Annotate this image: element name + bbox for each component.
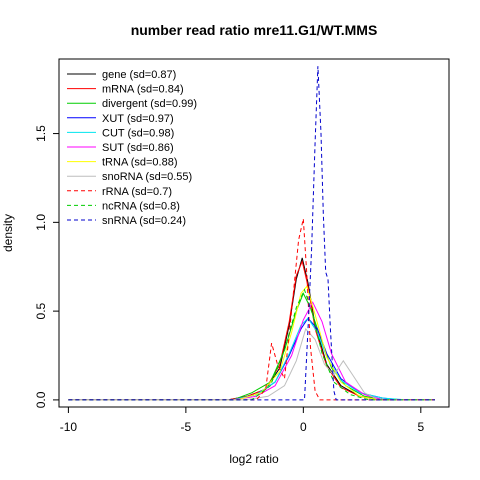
series-line-8 bbox=[68, 218, 435, 401]
y-axis-ticks: 0.0 0.5 1.0 1.5 bbox=[34, 125, 59, 408]
series-line-6 bbox=[68, 285, 435, 401]
series-line-7 bbox=[68, 327, 435, 401]
y-tick-label: 0.5 bbox=[34, 302, 48, 319]
legend-label-10: snRNA (sd=0.24) bbox=[102, 215, 186, 227]
y-axis-label: density bbox=[1, 214, 15, 252]
series-line-3 bbox=[68, 317, 435, 401]
series-line-1 bbox=[68, 259, 435, 401]
legend-label-6: tRNA (sd=0.88) bbox=[102, 157, 178, 169]
x-tick-label: -10 bbox=[60, 420, 78, 434]
legend-label-9: ncRNA (sd=0.8) bbox=[102, 200, 180, 212]
series-line-9 bbox=[68, 288, 435, 401]
x-tick-label: 0 bbox=[300, 420, 307, 434]
x-axis-label: log2 ratio bbox=[229, 452, 279, 466]
legend-label-2: divergent (sd=0.99) bbox=[102, 98, 197, 110]
y-tick-label: 1.0 bbox=[34, 214, 48, 231]
x-tick-label: -5 bbox=[181, 420, 192, 434]
legend-label-1: mRNA (sd=0.84) bbox=[102, 84, 184, 96]
legend-label-8: rRNA (sd=0.7) bbox=[102, 186, 172, 198]
legend: gene (sd=0.87) mRNA (sd=0.84) divergent (s… bbox=[67, 69, 197, 227]
series-line-5 bbox=[68, 301, 435, 401]
series-line-10 bbox=[68, 66, 435, 401]
legend-label-4: CUT (sd=0.98) bbox=[102, 127, 174, 139]
chart-title: number read ratio mre11.G1/WT.MMS bbox=[131, 22, 378, 38]
legend-label-3: XUT (sd=0.97) bbox=[102, 113, 174, 125]
x-tick-label: 5 bbox=[417, 420, 424, 434]
legend-label-5: SUT (sd=0.86) bbox=[102, 142, 174, 154]
y-tick-label: 1.5 bbox=[34, 125, 48, 142]
legend-label-7: snoRNA (sd=0.55) bbox=[102, 171, 192, 183]
plot-frame bbox=[58, 58, 450, 408]
legend-label-0: gene (sd=0.87) bbox=[102, 69, 176, 81]
y-tick-label: 0.0 bbox=[34, 391, 48, 408]
series-line-2 bbox=[68, 292, 435, 401]
density-series bbox=[68, 66, 435, 401]
x-axis-ticks: -10 -5 0 5 bbox=[60, 407, 424, 434]
series-line-0 bbox=[68, 257, 435, 401]
series-line-4 bbox=[68, 317, 435, 401]
